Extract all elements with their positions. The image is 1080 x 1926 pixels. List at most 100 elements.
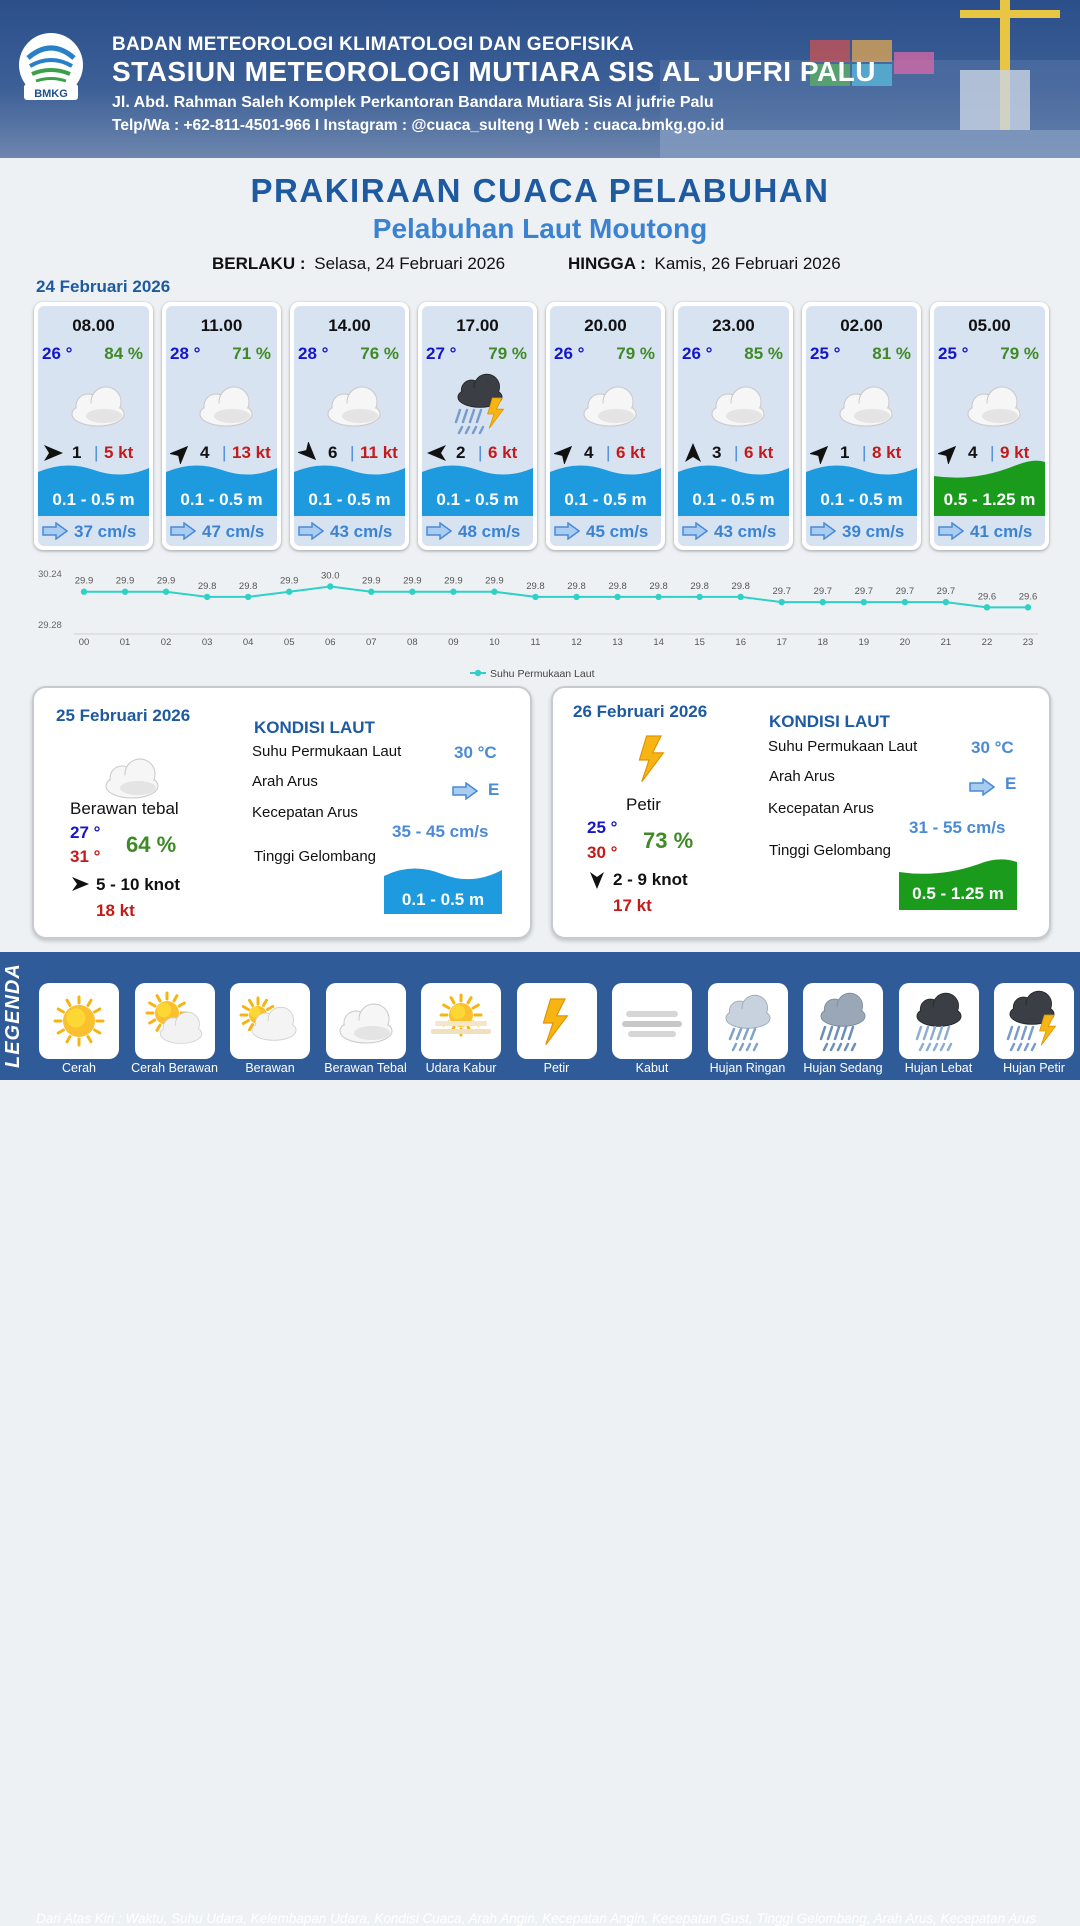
data-label: 29.8 (649, 581, 668, 592)
forecast-card: 11.00 28 ° 71 % 4 | 13 kt 0.1 - 0.5 m 47… (162, 302, 281, 550)
data-point (286, 588, 293, 595)
day2-date: 25 Februari 2026 (56, 706, 191, 725)
day3-sst: 30 °C (971, 738, 1014, 757)
forecast-card: 02.00 25 ° 81 % 1 | 8 kt 0.1 - 0.5 m 39 … (802, 302, 921, 550)
current-speed: 43 cm/s (714, 522, 777, 541)
legend-item-label: Udara Kabur (425, 1061, 497, 1075)
wind-gust: 11 kt (360, 443, 398, 462)
separator: | (222, 443, 227, 462)
x-tick-label: 09 (448, 637, 459, 648)
data-point (409, 588, 416, 595)
wind-direction-arrow-icon (298, 442, 317, 461)
data-point (203, 593, 211, 601)
x-tick-label: 22 (982, 637, 993, 648)
data-label: 29.8 (690, 581, 709, 592)
separator: | (94, 443, 99, 462)
day2-wave-graphic (384, 868, 502, 914)
day2-current-arrow-icon (452, 782, 478, 800)
day2-sst: 30 °C (454, 743, 497, 762)
day3-weather-icon (613, 722, 669, 798)
day2-panel: 25 Februari 2026 Berawan tebal 27 ° 31 °… (32, 686, 532, 939)
data-point (244, 593, 252, 601)
wave-height: 0.1 - 0.5 m (436, 490, 519, 509)
data-point (368, 588, 375, 595)
forecast-time: 17.00 (456, 316, 499, 335)
forecast-temperature: 26 ° (554, 344, 585, 363)
forecast-card-body: 23.00 26 ° 85 % 3 | 6 kt 0.1 - 0.5 m 43 … (678, 306, 789, 546)
day2-sst-label: Suhu Permukaan Laut (252, 743, 402, 760)
forecast-humidity: 84 % (104, 344, 143, 363)
data-point (696, 593, 703, 601)
berawan-tebal-icon (325, 983, 406, 1059)
day2-gust: 18 kt (96, 901, 135, 920)
data-point (573, 593, 580, 601)
hujan-sedang-icon (803, 983, 883, 1059)
petir-icon (516, 983, 597, 1059)
wave-graphic (166, 465, 277, 516)
wave-graphic (806, 465, 917, 516)
x-tick-label: 10 (489, 637, 500, 648)
current-speed: 39 cm/s (842, 522, 905, 541)
current-speed: 47 cm/s (202, 522, 265, 541)
day3-wave: 0.5 - 1.25 m (912, 884, 1004, 903)
berawan-tebal-icon (570, 368, 642, 432)
legend-item-label: Cerah (61, 1061, 97, 1075)
legend-item: Hujan Sedang (800, 983, 886, 1075)
day3-current-arrow-icon (969, 778, 995, 796)
current-direction-arrow-icon (554, 522, 580, 540)
wind-gust: 13 kt (232, 443, 271, 462)
data-label: 29.9 (362, 576, 381, 587)
day3-current-dir-label: Arah Arus (769, 768, 835, 785)
berawan-tebal-icon (954, 368, 1026, 432)
data-point (983, 604, 991, 611)
forecast-time: 23.00 (712, 316, 755, 335)
wave-height: 0.5 - 1.25 m (943, 490, 1036, 509)
data-point (162, 588, 170, 595)
page-subtitle: Pelabuhan Laut Moutong (372, 213, 708, 244)
day2-wind: 5 - 10 knot (96, 875, 181, 894)
data-point (614, 593, 621, 601)
data-label: 30.0 (321, 571, 340, 582)
current-speed: 45 cm/s (586, 522, 649, 541)
forecast-humidity: 85 % (744, 344, 783, 363)
hujan-petir-icon (442, 368, 514, 435)
forecast-humidity: 79 % (1000, 344, 1039, 363)
legend-item: Hujan Lebat (896, 983, 982, 1075)
wind-speed: 4 (200, 443, 210, 462)
legend-title: LEGENDA (2, 963, 24, 1068)
wave-graphic (294, 465, 405, 516)
legend-item-label: Hujan Petir (1003, 1061, 1065, 1075)
forecast-temperature: 28 ° (170, 344, 201, 363)
x-tick-label: 17 (776, 637, 787, 648)
wave-height: 0.1 - 0.5 m (692, 490, 775, 509)
series-line (84, 585, 1028, 609)
x-tick-label: 07 (366, 637, 377, 648)
current-direction-arrow-icon (42, 522, 68, 540)
station-contact: Telp/Wa : +62-811-4501-966 I Instagram :… (112, 117, 725, 134)
page-title: PRAKIRAAN CUACA PELABUHAN (250, 172, 830, 209)
current-direction-arrow-icon (938, 522, 964, 540)
wind-speed: 4 (584, 443, 594, 462)
legend-item: Berawan (227, 983, 313, 1075)
x-tick-label: 06 (325, 637, 336, 648)
separator: | (606, 443, 611, 462)
data-point (121, 588, 129, 595)
day3-current-speed: 31 - 55 cm/s (909, 818, 1006, 837)
forecast-time: 11.00 (200, 316, 243, 335)
legend: Dari Atas Kiri : Waktu, Suhu Udara, Kele… (0, 952, 1080, 1926)
forecast-card: 20.00 26 ° 79 % 4 | 6 kt 0.1 - 0.5 m 45 … (546, 302, 665, 550)
day2-current-dir: E (488, 780, 500, 799)
legend-item-label: Hujan Ringan (709, 1061, 786, 1075)
day2-wave: 0.1 - 0.5 m (401, 890, 485, 909)
data-point (737, 593, 744, 601)
day2-current-dir-label: Arah Arus (252, 773, 318, 790)
legend-item-label: Hujan Lebat (904, 1061, 973, 1075)
wind-gust: 9 kt (1000, 443, 1030, 462)
day2-temp-min: 27 ° (70, 823, 101, 842)
wave-height: 0.1 - 0.5 m (564, 490, 647, 509)
separator: | (862, 443, 867, 462)
x-tick-label: 14 (653, 637, 664, 648)
data-label: 29.9 (280, 576, 299, 587)
forecast-temperature: 25 ° (938, 344, 969, 363)
forecast-time: 20.00 (584, 316, 627, 335)
